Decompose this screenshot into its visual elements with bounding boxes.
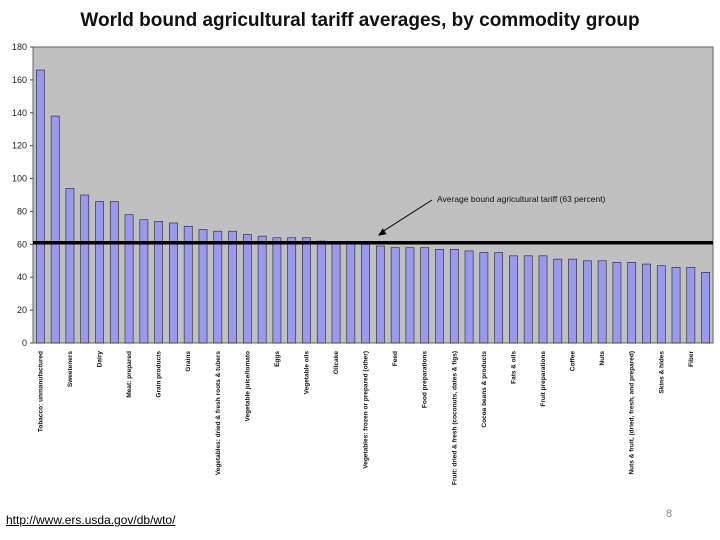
x-tick-label: Grains [185,351,192,372]
x-tick-label: Grain products [156,351,163,398]
bar [109,201,119,344]
bar [612,262,622,344]
x-tick-label: Meat: prepared [126,351,133,398]
average-annotation: Average bound agricultural tariff (63 pe… [378,194,606,236]
bar [686,267,696,344]
x-tick-label: Cocoa beans & products [481,351,488,428]
bar [95,201,104,344]
bar [642,263,651,344]
bar [213,230,223,344]
y-tick-label: 160 [12,75,27,85]
y-tick-label: 80 [17,206,27,216]
bar [36,69,45,344]
x-tick-label: Vegetables: dried & fresh roots & tubers [215,351,222,476]
bar [671,267,681,344]
bar [538,255,548,344]
bar [435,248,444,344]
bar [50,115,60,344]
annotation-arrowhead [378,228,387,236]
slide-number: 8 [666,508,673,520]
bar [390,247,400,344]
bar [656,265,666,344]
bar [198,229,208,344]
x-axis-labels: Tobacco: unmanufactured Sweeteners Dairy Me… [37,351,694,485]
bar [346,242,356,344]
bar [183,225,193,344]
bar [627,262,637,344]
x-tick-label: Vegetable juice/tomato [244,351,251,421]
bar [568,258,577,344]
bar [361,244,370,344]
y-tick-label: 20 [17,305,27,315]
bar [597,260,607,344]
x-tick-label: Tobacco: unmanufactured [37,351,44,432]
bar [464,250,474,344]
bar [257,235,267,344]
bar [65,188,75,344]
x-tick-label: Vegetable oils [303,351,310,395]
y-tick-label: 40 [17,272,27,282]
y-tick-label: 120 [12,141,27,151]
bar [582,260,592,344]
bar [228,230,237,344]
bar [553,258,563,344]
bars [36,69,710,344]
bar [331,242,341,344]
bar [509,255,518,344]
bar [316,240,326,344]
x-tick-label: Eggs [274,351,281,367]
bar [242,234,252,344]
bar [405,247,415,344]
x-tick-label: Fruit: dried & fresh (coconuts, dates & … [451,351,458,485]
x-tick-label: Sweeteners [67,351,74,388]
x-tick-label: Fiber [688,351,695,367]
plot-area [32,46,714,344]
y-tick-label: 140 [12,108,27,118]
x-tick-label: Fruit preparations [540,351,547,407]
annotation-arrow [383,199,433,232]
bar [494,252,504,344]
y-tick-label: 100 [12,174,27,184]
source-link[interactable]: http://www.ers.usda.gov/db/wto/ [6,513,176,527]
bar [479,252,489,344]
bar [701,271,710,344]
annotation-label: Average bound agricultural tariff (63 pe… [437,194,606,204]
x-tick-label: Oilcake [333,351,340,375]
bar [287,237,297,344]
bar [449,248,459,344]
x-tick-label: Nuts & fruit, (dried, fresh, and prepare… [629,351,636,475]
y-axis: 0 20 40 60 80 100 120 140 160 180 [12,42,33,348]
x-tick-label: Skins & hides [658,351,665,394]
x-tick-label: Fats & oils [510,351,517,384]
bar [302,237,311,344]
y-tick-label: 0 [22,338,27,348]
bar [80,194,90,344]
x-tick-label: Nuts [599,351,606,366]
bar [154,221,164,344]
bar [420,247,430,344]
bar [376,245,385,344]
bar [169,222,178,344]
bar [272,237,282,344]
bar [139,219,149,344]
x-tick-label: Coffee [570,351,577,372]
bar [523,255,533,344]
y-tick-label: 60 [17,239,27,249]
x-tick-label: Dairy [97,351,104,368]
x-tick-label: Food preparations [422,351,429,408]
x-tick-label: Vegetables: frozen or prepared (other) [363,351,370,469]
y-tick-label: 180 [12,42,27,52]
bar [124,214,134,344]
x-tick-label: Feed [392,351,399,366]
chart-title: World bound agricultural tariff averages… [80,10,640,31]
